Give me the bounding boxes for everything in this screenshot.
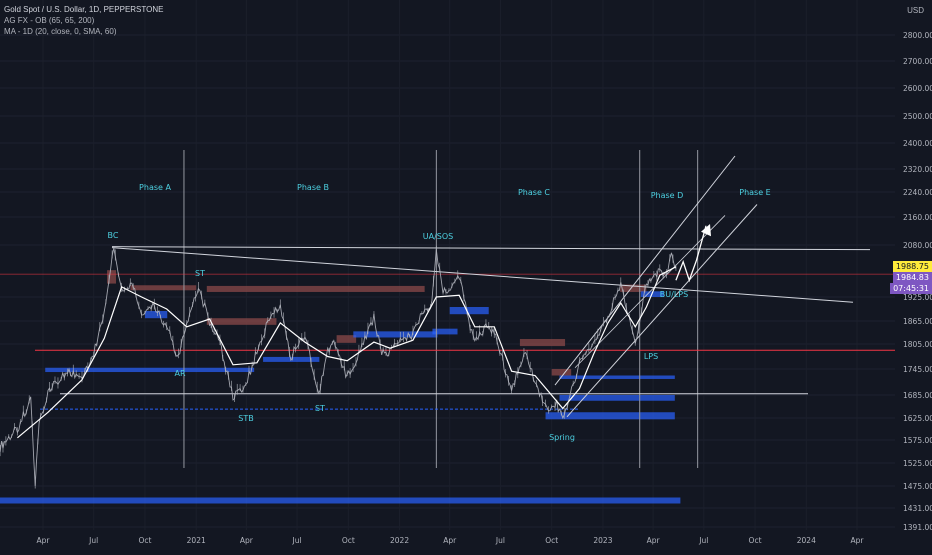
y-tick-label: 1925.00	[903, 293, 932, 302]
annotation-spring: Spring	[549, 433, 575, 442]
y-tick-label: 1685.00	[903, 391, 932, 400]
x-tick-label: Apr	[240, 536, 254, 545]
x-tick-label: Jul	[88, 536, 98, 545]
y-tick-label: 2800.00	[903, 31, 932, 40]
y-tick-label: 1865.00	[903, 317, 932, 326]
trend-lines	[0, 150, 895, 468]
x-tick-label: Apr	[443, 536, 457, 545]
y-tick-label: 2320.00	[903, 165, 932, 174]
y-tick-label: 1805.00	[903, 340, 932, 349]
projection-path	[675, 225, 707, 283]
currency-label: USD	[907, 6, 924, 15]
y-tick-label: 2080.00	[903, 241, 932, 250]
y-tick-label: 1475.00	[903, 482, 932, 491]
price-series	[0, 245, 677, 489]
y-tick-label: 2500.00	[903, 112, 932, 121]
demand-block	[559, 395, 675, 401]
grid	[0, 34, 895, 528]
annotation-stb: STB	[238, 414, 253, 423]
close-price-tag: 1984.83	[892, 272, 932, 283]
demand-block	[0, 497, 681, 504]
supply-block	[206, 318, 277, 325]
channel-lower-line	[566, 204, 758, 418]
y-tick-label: 2160.00	[903, 213, 932, 222]
y-tick-label: 1525.00	[903, 459, 932, 468]
annotation-ua-sos: UA/SOS	[423, 232, 453, 241]
y-tick-label: 2700.00	[903, 57, 932, 66]
annotation-ar: AR	[174, 369, 185, 378]
x-tick-label: Jul	[292, 536, 302, 545]
supply-block	[519, 339, 566, 347]
x-tick-label: Oct	[545, 536, 558, 545]
demand-block	[449, 307, 489, 315]
annotation-phase-a: Phase A	[139, 183, 171, 192]
projection-arrowhead	[701, 224, 712, 237]
x-tick-label: 2021	[187, 536, 206, 545]
x-tick-label: 2022	[390, 536, 409, 545]
order-blocks	[0, 270, 681, 504]
supply-block	[620, 284, 647, 292]
x-tick-label: Oct	[342, 536, 355, 545]
supply-block	[107, 270, 116, 284]
channel-mid-line	[574, 215, 726, 369]
x-tick-label: Jul	[495, 536, 505, 545]
annotation-st1: ST	[195, 269, 205, 278]
annotation-phase-d: Phase D	[651, 191, 684, 200]
annotation-lps: LPS	[644, 352, 658, 361]
y-tick-label: 1745.00	[903, 365, 932, 374]
axes: 2800.00 2700.00 2600.00 2500.00 2400.00 2320.…	[37, 31, 932, 545]
supply-block	[206, 285, 425, 292]
demand-block	[45, 367, 255, 373]
supply-block	[336, 335, 357, 343]
annotation-bu-lps: BU/LPS	[660, 290, 688, 299]
trading-range-resistance-line	[111, 246, 871, 251]
demand-block	[353, 331, 438, 338]
descending-trend-line	[111, 247, 854, 303]
supply-block	[551, 369, 572, 376]
annotation-bc: BC	[108, 231, 119, 240]
x-tick-label: Jul	[698, 536, 708, 545]
y-tick-label: 1431.00	[903, 504, 932, 513]
price-series-line	[0, 248, 677, 486]
x-tick-label: 2024	[797, 536, 816, 545]
x-tick-label: 2023	[593, 536, 612, 545]
wyckoff-annotations: Phase A Phase B Phase C Phase D Phase E BC ST A…	[108, 183, 771, 442]
demand-block	[432, 328, 458, 335]
y-tick-label: 1575.00	[903, 436, 932, 445]
y-tick-label: 2400.00	[903, 139, 932, 148]
last-price-tag: 1988.75	[892, 261, 932, 272]
channel-upper-line	[554, 155, 736, 386]
indicator-ob[interactable]: AG FX - OB (65, 65, 200)	[4, 16, 95, 25]
chart-legend: Gold Spot / U.S. Dollar, 1D, PEPPERSTONE…	[4, 4, 163, 37]
moving-average-line	[17, 266, 677, 439]
y-tick-label: 1625.00	[903, 414, 932, 423]
demand-block	[144, 311, 168, 319]
x-tick-label: Apr	[647, 536, 661, 545]
x-tick-label: Oct	[749, 536, 762, 545]
indicator-ma[interactable]: MA - 1D (20, close, 0, SMA, 60)	[4, 27, 117, 36]
annotation-phase-c: Phase C	[518, 188, 550, 197]
x-tick-label: Apr	[851, 536, 865, 545]
y-tick-label: 2600.00	[903, 84, 932, 93]
demand-block	[559, 375, 675, 379]
y-tick-label: 1391.00	[903, 523, 932, 532]
x-tick-label: Oct	[138, 536, 151, 545]
annotation-st2: ST	[315, 404, 325, 413]
y-tick-label: 2240.00	[903, 188, 932, 197]
annotation-phase-e: Phase E	[739, 188, 770, 197]
supply-block	[130, 285, 197, 291]
symbol-title[interactable]: Gold Spot / U.S. Dollar, 1D, PEPPERSTONE	[4, 5, 164, 14]
x-tick-label: Apr	[37, 536, 51, 545]
countdown-tag: 07:45:31	[890, 283, 932, 294]
annotation-phase-b: Phase B	[297, 183, 329, 192]
demand-block	[545, 412, 675, 420]
